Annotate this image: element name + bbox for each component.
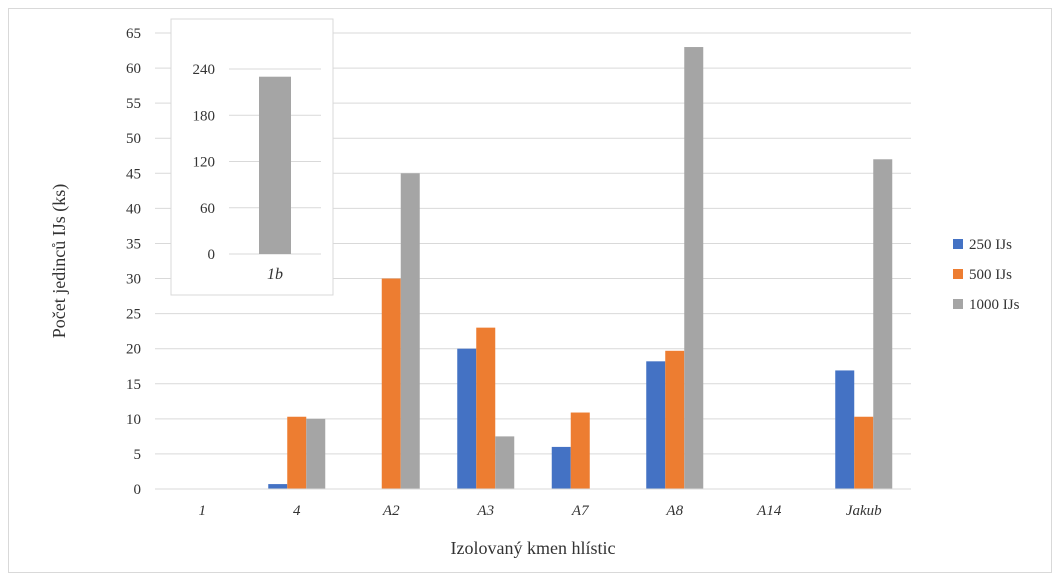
bar-1000-ijs-jakub: [873, 159, 893, 489]
y-tick-label: 65: [126, 26, 141, 42]
y-tick-label: 5: [134, 447, 142, 463]
x-tick-label: A2: [382, 503, 400, 519]
y-axis-label: Počet jedinců IJs (ks): [49, 184, 70, 338]
y-tick-label: 30: [126, 272, 141, 288]
bar-500-ijs-a3: [476, 327, 496, 489]
inset-background: [170, 18, 334, 296]
x-tick-label: 4: [293, 503, 301, 519]
legend-label: 250 IJs: [969, 237, 1012, 253]
legend-swatch: [953, 269, 963, 279]
bar-250-ijs-4: [268, 484, 288, 489]
chart-frame: 0 5 10 15 20 25 30 35 40 45 50 55 60 65 1 4 A2 A3 A7 A8 A14…: [8, 8, 1052, 573]
chart-svg: 0 5 10 15 20 25 30 35 40 45 50 55 60 65 1 4 A2 A3 A7 A8 A14…: [49, 18, 1020, 558]
x-tick-label: Jakub: [846, 503, 882, 519]
y-tick-label: 60: [126, 61, 141, 77]
y-tick-label: 45: [126, 166, 141, 182]
x-axis-label: Izolovaný kmen hlístic: [451, 538, 616, 558]
inset-y-tick-label: 180: [193, 108, 216, 124]
legend-swatch: [953, 239, 963, 249]
bar-1000-ijs-4: [306, 418, 326, 489]
legend-swatch: [953, 299, 963, 309]
x-tick-label: 1: [199, 503, 207, 519]
y-tick-label: 0: [134, 482, 142, 498]
inset-chart: 0 60 120 180 240 1b: [170, 18, 334, 296]
bar-1000-ijs-a8: [684, 47, 704, 490]
y-tick-label: 55: [126, 96, 141, 112]
bar-250-ijs-jakub: [835, 370, 855, 489]
bar-1000-ijs-a2: [400, 173, 420, 490]
inset-y-tick-label: 60: [200, 201, 215, 217]
bar-500-ijs-a7: [570, 412, 590, 489]
x-tick-label: A14: [756, 503, 782, 519]
y-tick-label: 25: [126, 307, 141, 323]
x-tick-label: A8: [665, 503, 683, 519]
bar-500-ijs-4: [287, 416, 307, 489]
y-tick-label: 10: [126, 412, 141, 428]
inset-x-tick-label: 1b: [267, 266, 283, 283]
x-tick-label: A7: [571, 503, 590, 519]
inset-y-tick-label: 0: [208, 247, 216, 263]
bar-1000-ijs-a3: [495, 436, 515, 489]
x-tick-label: A3: [476, 503, 494, 519]
legend-label: 500 IJs: [969, 267, 1012, 283]
y-tick-label: 35: [126, 236, 141, 252]
legend: 250 IJs 500 IJs 1000 IJs: [953, 237, 1020, 313]
bar-250-ijs-a7: [551, 446, 571, 489]
y-tick-label: 50: [126, 131, 141, 147]
y-tick-label: 15: [126, 377, 141, 393]
inset-y-tick-label: 120: [193, 155, 216, 171]
bar-500-ijs-a8: [665, 350, 685, 489]
bar-250-ijs-a3: [457, 348, 477, 489]
bar-250-ijs-a8: [646, 361, 666, 489]
inset-y-tick-label: 240: [193, 62, 216, 78]
y-tick-label: 40: [126, 201, 141, 217]
inset-bar-1000-ijs-1b: [259, 76, 291, 254]
bar-500-ijs-a2: [381, 278, 401, 489]
y-tick-label: 20: [126, 342, 141, 358]
legend-label: 1000 IJs: [969, 297, 1020, 313]
bar-500-ijs-jakub: [854, 416, 874, 489]
